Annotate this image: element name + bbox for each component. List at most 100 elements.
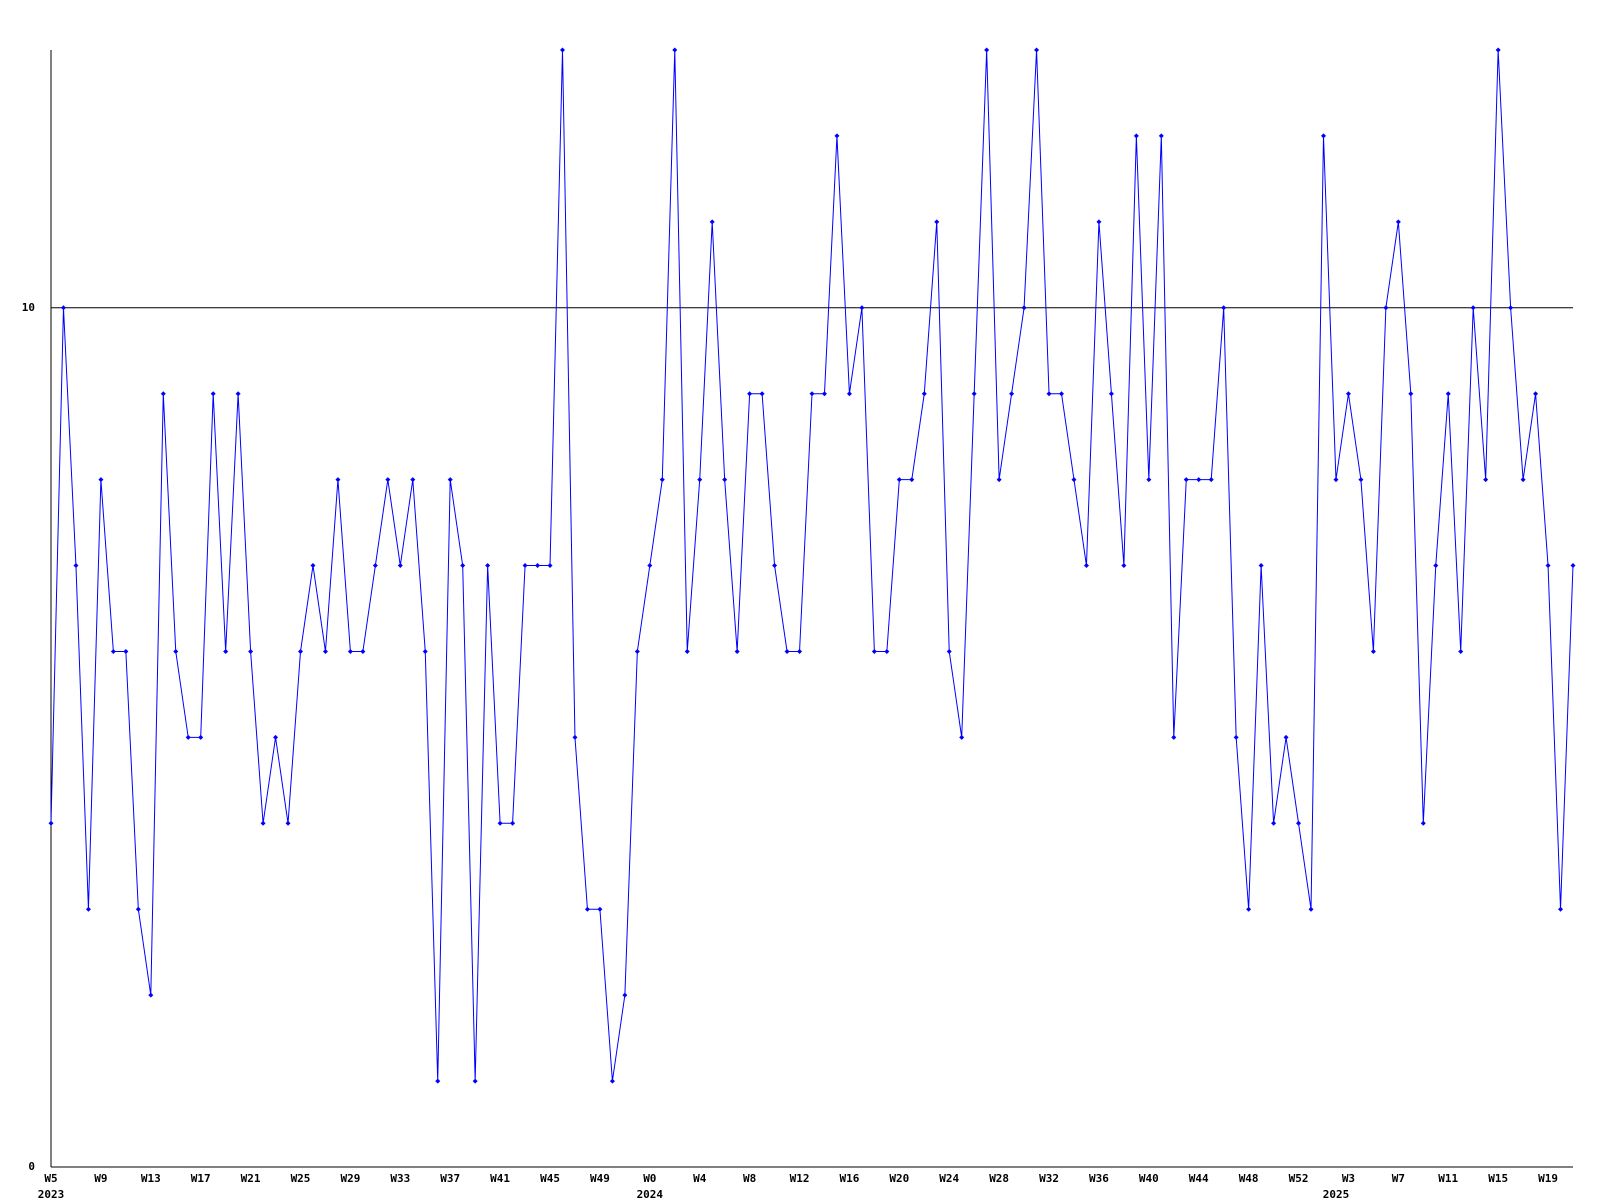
data-point — [559, 47, 565, 53]
data-point — [1283, 734, 1289, 740]
data-point — [584, 906, 590, 912]
data-point — [609, 1078, 615, 1084]
data-point — [98, 477, 104, 483]
data-point — [597, 906, 603, 912]
data-point — [472, 1078, 478, 1084]
data-point — [1495, 47, 1501, 53]
x-tick-label: W13 — [141, 1172, 161, 1185]
x-tick-label: W44 — [1189, 1172, 1209, 1185]
data-point — [1395, 219, 1401, 225]
data-point — [1333, 477, 1339, 483]
data-point — [834, 133, 840, 139]
data-point — [1133, 133, 1139, 139]
data-point — [1470, 305, 1476, 311]
x-tick-label: W17 — [191, 1172, 211, 1185]
data-point — [747, 391, 753, 397]
x-tick-label: W21 — [241, 1172, 261, 1185]
data-point — [1121, 563, 1127, 569]
data-point — [85, 906, 91, 912]
data-point — [1158, 133, 1164, 139]
data-point — [1370, 648, 1376, 654]
data-point — [1221, 305, 1227, 311]
data-point — [422, 648, 428, 654]
data-point — [996, 477, 1002, 483]
data-point — [1196, 477, 1202, 483]
data-point — [1258, 563, 1264, 569]
data-point — [173, 648, 179, 654]
data-point — [1246, 906, 1252, 912]
data-point — [123, 648, 129, 654]
data-point — [360, 648, 366, 654]
data-point — [697, 477, 703, 483]
data-point — [260, 820, 266, 826]
x-tick-label: W37 — [440, 1172, 460, 1185]
y-tick-label: 10 — [22, 301, 35, 314]
x-tick-label: W9 — [94, 1172, 107, 1185]
x-tick-label: W11 — [1438, 1172, 1458, 1185]
data-point — [1171, 734, 1177, 740]
data-point — [909, 477, 915, 483]
data-point — [934, 219, 940, 225]
x-tick-label: W24 — [939, 1172, 959, 1185]
data-point — [959, 734, 965, 740]
data-point — [397, 563, 403, 569]
data-point — [148, 992, 154, 998]
data-point — [410, 477, 416, 483]
data-point — [535, 563, 541, 569]
data-point — [73, 563, 79, 569]
x-tick-label: W19 — [1538, 1172, 1558, 1185]
data-point — [1345, 391, 1351, 397]
data-point — [547, 563, 553, 569]
data-point — [1108, 391, 1114, 397]
data-point — [1508, 305, 1514, 311]
x-tick-label: W33 — [390, 1172, 410, 1185]
x-tick-label: W8 — [743, 1172, 756, 1185]
data-point — [510, 820, 516, 826]
data-point — [1034, 47, 1040, 53]
data-point — [1533, 391, 1539, 397]
x-tick-label: W28 — [989, 1172, 1009, 1185]
data-point — [1545, 563, 1551, 569]
data-point — [1433, 563, 1439, 569]
data-point — [1558, 906, 1564, 912]
data-point — [1233, 734, 1239, 740]
data-point — [859, 305, 865, 311]
x-tick-label: W0 — [643, 1172, 656, 1185]
x-tick-label: W49 — [590, 1172, 610, 1185]
x-tick-label: W4 — [693, 1172, 707, 1185]
data-point — [1271, 820, 1277, 826]
data-point — [1483, 477, 1489, 483]
x-tick-label: W52 — [1289, 1172, 1309, 1185]
data-point — [160, 391, 166, 397]
data-point — [185, 734, 191, 740]
data-point — [1146, 477, 1152, 483]
data-point — [1083, 563, 1089, 569]
data-point — [1296, 820, 1302, 826]
data-point — [871, 648, 877, 654]
data-point — [447, 477, 453, 483]
data-point — [734, 648, 740, 654]
data-point — [1420, 820, 1426, 826]
data-point — [522, 563, 528, 569]
data-point — [298, 648, 304, 654]
x-year-label: 2024 — [637, 1188, 664, 1200]
data-point — [1320, 133, 1326, 139]
data-point — [647, 563, 653, 569]
x-tick-label: W20 — [889, 1172, 909, 1185]
x-tick-label: W16 — [839, 1172, 859, 1185]
data-point — [1208, 477, 1214, 483]
data-point — [273, 734, 279, 740]
x-tick-label: W5 — [44, 1172, 57, 1185]
data-point — [385, 477, 391, 483]
data-point — [372, 563, 378, 569]
data-point — [684, 648, 690, 654]
data-point — [1520, 477, 1526, 483]
x-tick-label: W45 — [540, 1172, 560, 1185]
data-point — [1358, 477, 1364, 483]
data-point — [322, 648, 328, 654]
data-point — [435, 1078, 441, 1084]
data-point — [1021, 305, 1027, 311]
data-point — [797, 648, 803, 654]
x-tick-label: W41 — [490, 1172, 510, 1185]
data-point — [1408, 391, 1414, 397]
